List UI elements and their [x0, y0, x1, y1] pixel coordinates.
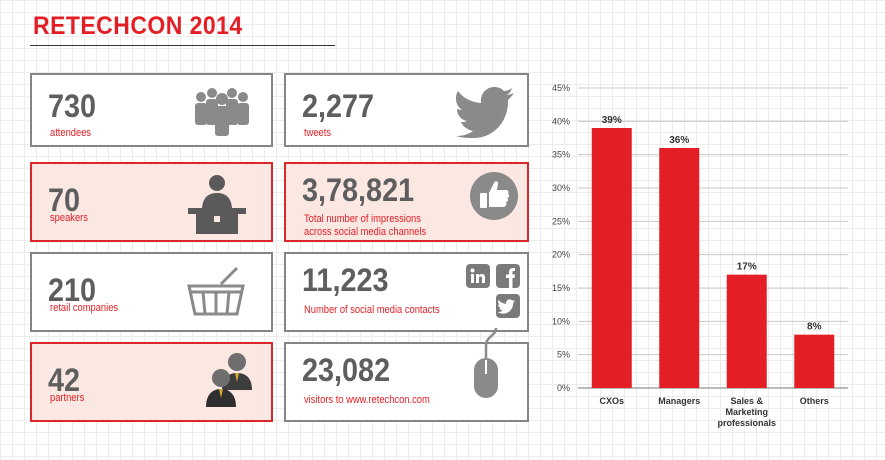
speaker-podium-icon: [188, 175, 246, 234]
x-tick-label: Managers: [658, 396, 700, 406]
y-tick-label: 25%: [552, 216, 570, 226]
x-tick-label: Sales &: [730, 396, 763, 406]
partners-value: 42: [48, 362, 81, 398]
tweets-value: 2,277: [302, 88, 375, 124]
stat-card-speakers: 70 speakers: [30, 162, 273, 242]
stat-card-contacts: 11,223 Number of social media contacts: [284, 252, 529, 332]
speakers-value: 70: [48, 182, 81, 218]
y-tick-label: 30%: [552, 183, 570, 193]
partners-label: partners: [50, 392, 85, 404]
role-distribution-chart: 0% 5% 10% 15% 20% 25% 30% 35% 40% 45% 39% CXOs 36% Ma…: [552, 83, 848, 428]
bar: [726, 274, 767, 388]
title-divider: [30, 45, 335, 46]
contacts-label: Number of social media contacts: [304, 304, 440, 316]
bar: [659, 148, 700, 388]
twitter-icon: [496, 294, 520, 318]
stat-card-attendees: 730 attendees: [30, 73, 273, 147]
retail-label: retail companies: [50, 302, 119, 314]
y-tick-label: 5%: [557, 350, 570, 360]
data-label: 8%: [807, 322, 822, 333]
retail-value: 210: [48, 272, 97, 308]
people-group-icon: [195, 88, 249, 136]
twitter-bird-icon: [456, 87, 514, 138]
visitors-label: visitors to www.retechcon.com: [304, 394, 430, 406]
data-label: 39%: [602, 115, 622, 126]
page-title: RETECHCON 2014: [33, 12, 243, 40]
speakers-label: speakers: [50, 212, 88, 224]
data-label: 17%: [737, 262, 757, 273]
attendees-label: attendees: [50, 127, 92, 139]
shopping-basket-icon: [187, 266, 245, 316]
thumbs-up-icon: [470, 172, 518, 220]
tweets-label: tweets: [304, 127, 332, 139]
stat-card-impressions: 3,78,821 Total number of impressions acr…: [284, 162, 529, 242]
y-tick-label: 35%: [552, 150, 570, 160]
x-tick-label: Marketing: [725, 407, 768, 417]
y-tick-label: 20%: [552, 250, 570, 260]
y-tick-label: 45%: [552, 83, 570, 93]
impressions-value: 3,78,821: [302, 172, 415, 208]
facebook-icon: [496, 264, 520, 288]
stat-card-tweets: 2,277 tweets: [284, 73, 529, 147]
stat-card-retail: 210 retail companies: [30, 252, 273, 332]
y-tick-label: 40%: [552, 116, 570, 126]
computer-mouse-icon: [474, 328, 498, 398]
stat-card-partners: 42 partners: [30, 342, 273, 422]
x-tick-label: CXOs: [599, 396, 624, 406]
visitors-value: 23,082: [302, 352, 391, 388]
y-tick-label: 0%: [557, 383, 570, 393]
partners-icon: [206, 353, 252, 407]
x-tick-label: Others: [800, 396, 829, 406]
y-tick-label: 15%: [552, 283, 570, 293]
contacts-value: 11,223: [302, 262, 389, 298]
bar: [794, 334, 835, 388]
linkedin-icon: [466, 264, 490, 288]
y-tick-label: 10%: [552, 316, 570, 326]
impressions-label-line2: across social media channels: [304, 226, 427, 238]
attendees-value: 730: [48, 88, 97, 124]
bar: [591, 128, 632, 388]
x-tick-label: professionals: [717, 418, 776, 428]
stat-card-visitors: 23,082 visitors to www.retechcon.com: [284, 328, 529, 422]
data-label: 36%: [669, 135, 689, 146]
impressions-label-line1: Total number of impressions: [304, 213, 421, 225]
